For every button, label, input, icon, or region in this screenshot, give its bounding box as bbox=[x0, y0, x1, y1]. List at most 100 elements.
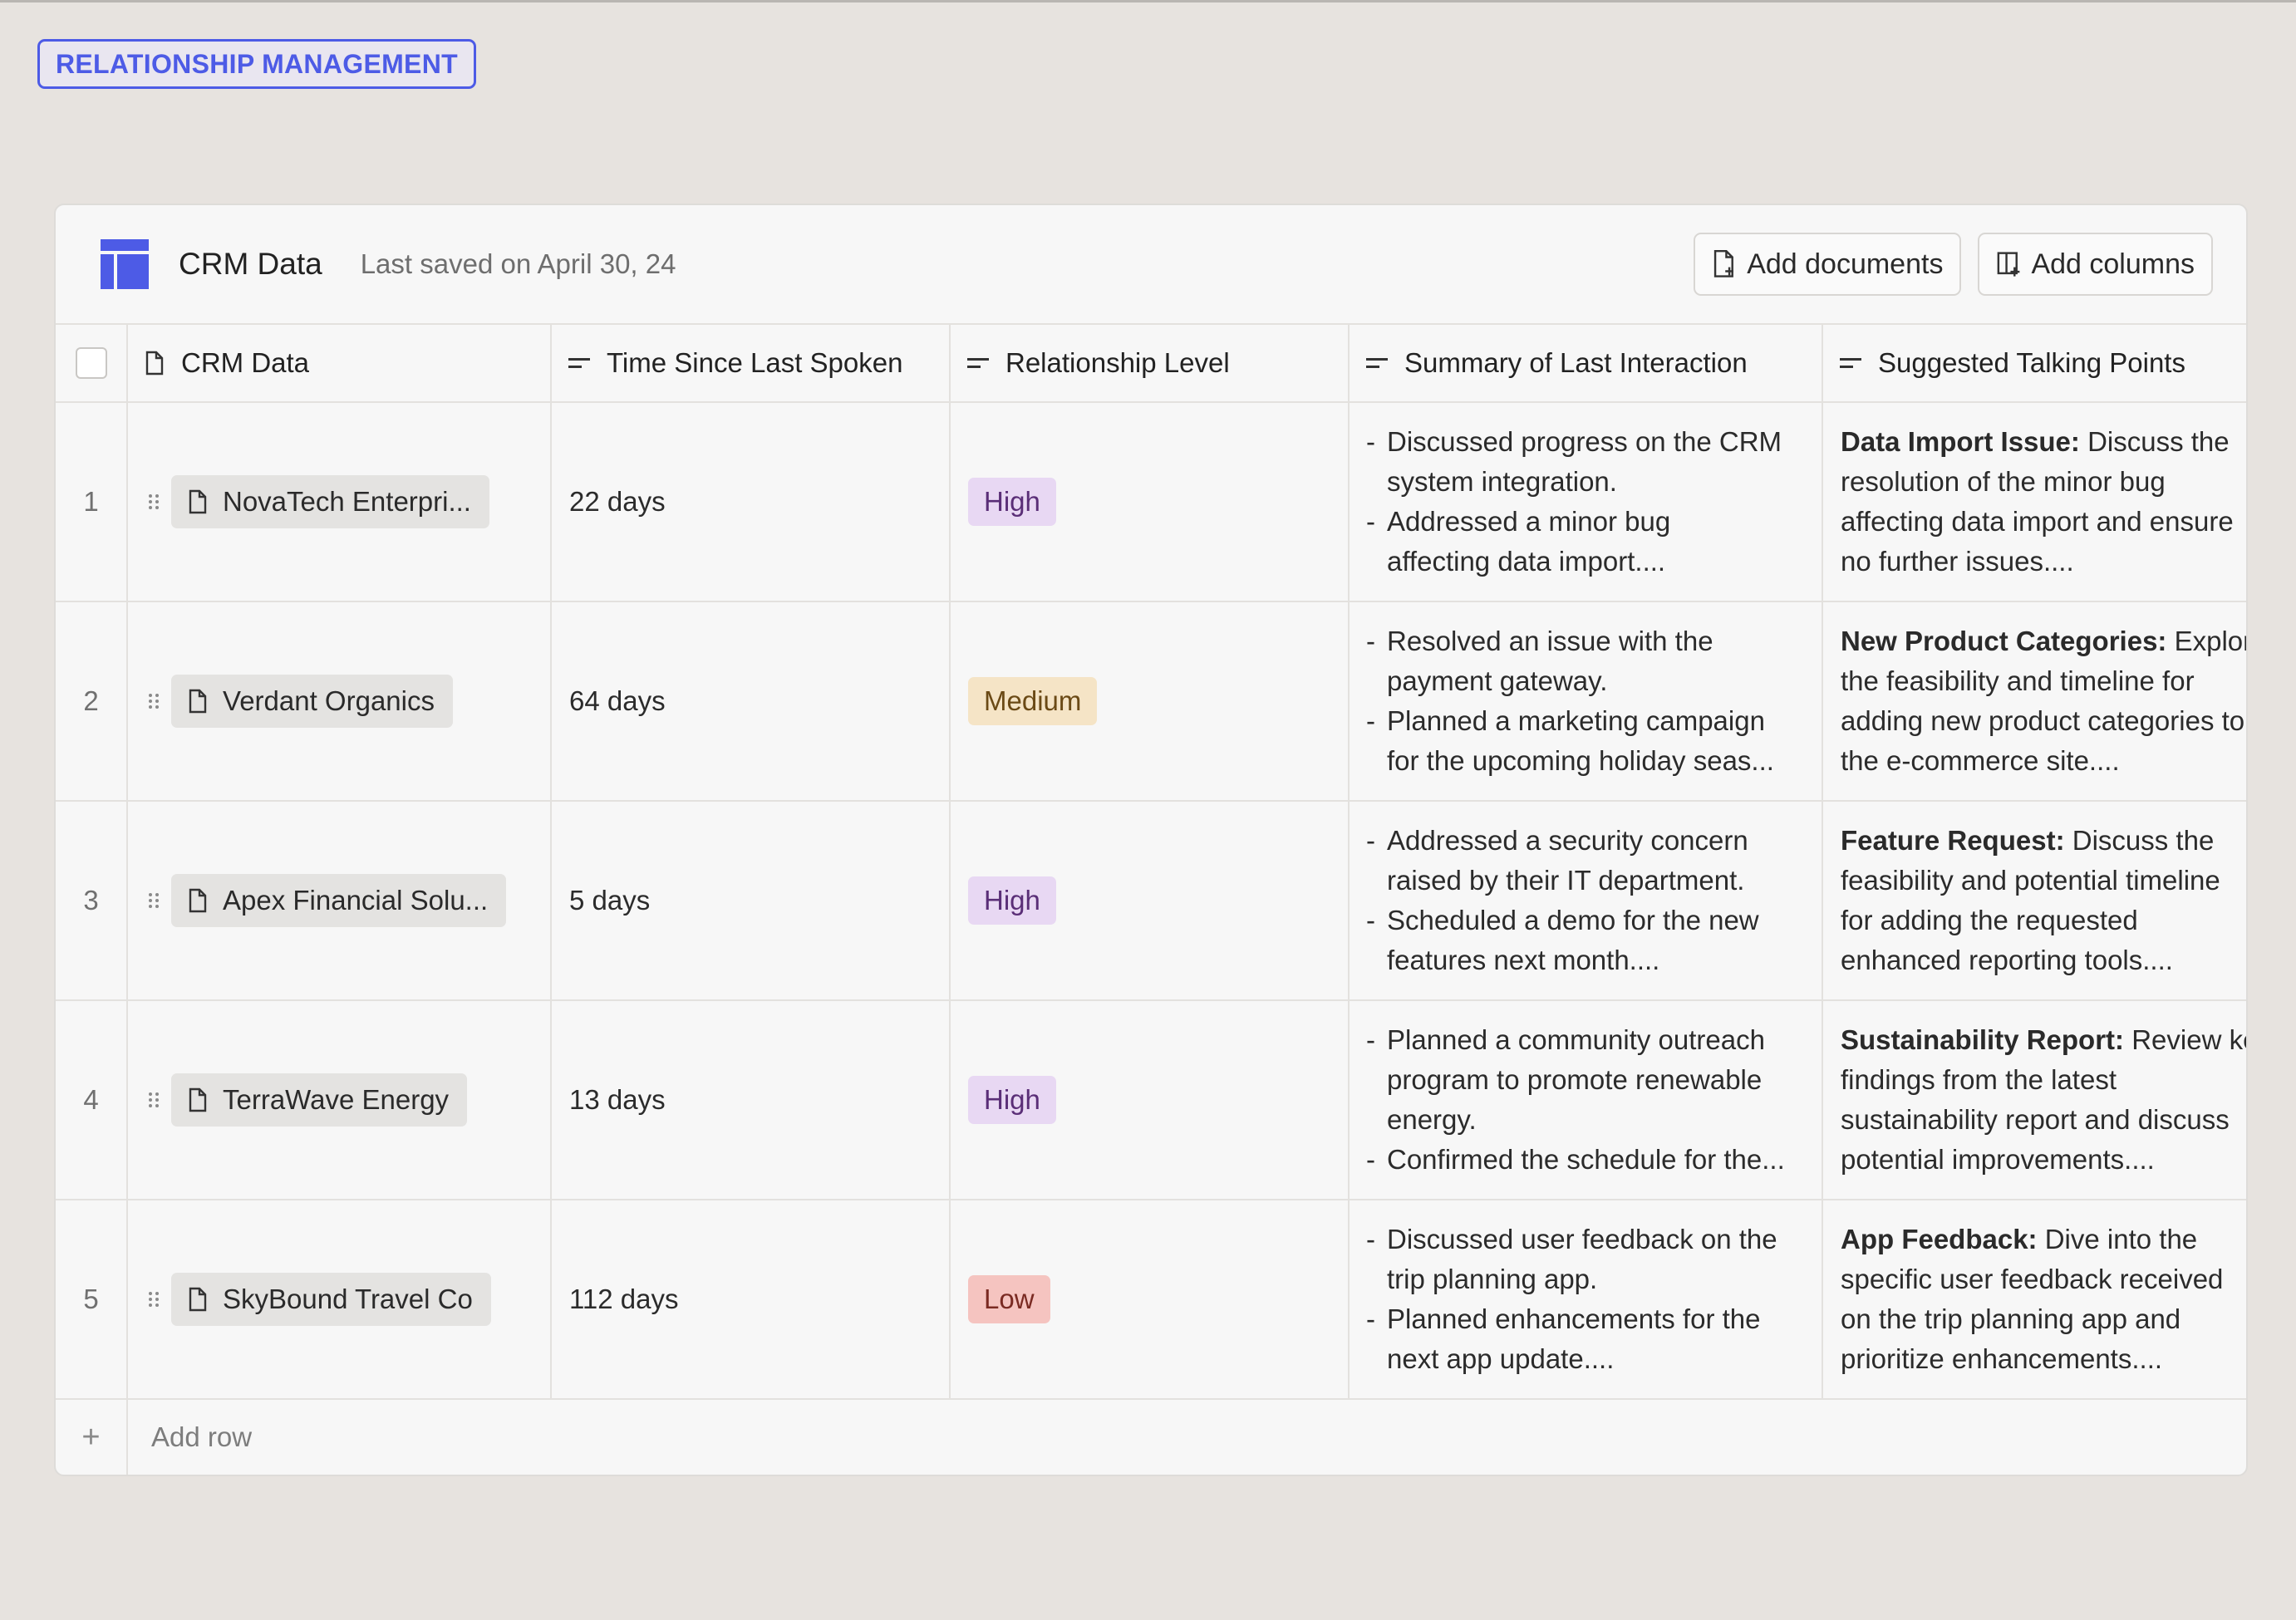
level-cell[interactable]: High bbox=[949, 999, 1350, 1200]
drag-handle-icon[interactable] bbox=[148, 892, 160, 909]
column-header-talking-points[interactable]: Suggested Talking Points bbox=[1822, 323, 2246, 403]
row-number: 4 bbox=[56, 999, 128, 1200]
add-documents-button[interactable]: Add documents bbox=[1694, 233, 1962, 296]
name-cell[interactable]: Verdant Organics bbox=[126, 601, 552, 802]
document-chip[interactable]: NovaTech Enterpri... bbox=[171, 475, 489, 528]
summary-cell[interactable]: - Planned a community outreach program to … bbox=[1348, 999, 1823, 1200]
text-column-icon bbox=[967, 356, 989, 370]
name-cell[interactable]: Apex Financial Solu... bbox=[126, 800, 552, 1001]
summary-line: affecting data import.... bbox=[1387, 546, 1666, 577]
summary-line: - Addressed a security concern bbox=[1366, 825, 1748, 856]
name-cell[interactable]: NovaTech Enterpri... bbox=[126, 401, 552, 602]
time-since-value: 13 days bbox=[569, 1084, 666, 1115]
column-header-name[interactable]: CRM Data bbox=[126, 323, 552, 403]
time-cell[interactable]: 13 days bbox=[550, 999, 951, 1200]
document-icon bbox=[189, 1087, 207, 1112]
summary-line: - Scheduled a demo for the new bbox=[1366, 905, 1759, 935]
column-header-time[interactable]: Time Since Last Spoken bbox=[550, 323, 951, 403]
talking-points-cell[interactable]: Data Import Issue: Discuss the resolution… bbox=[1822, 401, 2246, 602]
text-column-icon bbox=[568, 356, 590, 370]
talking-points-cell[interactable]: Feature Request: Discuss the feasibility … bbox=[1822, 800, 2246, 1001]
table-row[interactable]: 3 Apex Financial Solu... 5 days High bbox=[56, 800, 2246, 1001]
talking-point-line: adding new product categories to bbox=[1841, 705, 2245, 736]
level-cell[interactable]: Medium bbox=[949, 601, 1350, 802]
column-header-summary[interactable]: Summary of Last Interaction bbox=[1348, 323, 1823, 403]
document-icon bbox=[189, 689, 207, 714]
table-row[interactable]: 2 Verdant Organics 64 days Medium - Re bbox=[56, 601, 2246, 802]
add-row[interactable]: + Add row bbox=[56, 1398, 2246, 1475]
summary-cell[interactable]: - Addressed a security concern raised by t… bbox=[1348, 800, 1823, 1001]
column-header-level[interactable]: Relationship Level bbox=[949, 323, 1350, 403]
talking-points-cell[interactable]: App Feedback: Dive into the specific user… bbox=[1822, 1199, 2246, 1400]
summary-line: - Planned enhancements for the bbox=[1366, 1303, 1761, 1334]
drag-handle-icon[interactable] bbox=[148, 493, 160, 510]
plus-icon[interactable]: + bbox=[56, 1398, 128, 1475]
talking-point-line: affecting data import and ensure bbox=[1841, 506, 2234, 537]
summary-cell[interactable]: - Discussed user feedback on the trip plan… bbox=[1348, 1199, 1823, 1400]
text-column-icon bbox=[1366, 356, 1388, 370]
summary-line: - Planned a marketing campaign bbox=[1366, 705, 1765, 736]
select-all-checkbox[interactable] bbox=[75, 347, 107, 379]
time-cell[interactable]: 5 days bbox=[550, 800, 951, 1001]
relationship-level-badge: High bbox=[968, 876, 1056, 925]
row-number: 1 bbox=[56, 401, 128, 602]
row-number: 2 bbox=[56, 601, 128, 802]
talking-point-line: New Product Categories: Explore bbox=[1841, 626, 2246, 656]
time-since-value: 64 days bbox=[569, 685, 666, 716]
talking-point-line: potential improvements.... bbox=[1841, 1144, 2155, 1175]
summary-line: raised by their IT department. bbox=[1387, 865, 1745, 896]
talking-point-line: the feasibility and timeline for bbox=[1841, 665, 2195, 696]
table-row[interactable]: 4 TerraWave Energy 13 days High - Plan bbox=[56, 999, 2246, 1200]
crm-table-panel: CRM Data Last saved on April 30, 24 Add … bbox=[54, 204, 2248, 1476]
add-document-icon bbox=[1714, 250, 1734, 277]
table-title: CRM Data bbox=[179, 247, 322, 281]
level-cell[interactable]: High bbox=[949, 800, 1350, 1001]
drag-handle-icon[interactable] bbox=[148, 693, 160, 709]
level-cell[interactable]: High bbox=[949, 401, 1350, 602]
document-chip[interactable]: TerraWave Energy bbox=[171, 1073, 468, 1127]
relationship-level-badge: High bbox=[968, 1076, 1056, 1124]
document-chip[interactable]: Apex Financial Solu... bbox=[171, 874, 507, 927]
document-icon bbox=[189, 489, 207, 514]
summary-line: for the upcoming holiday seas... bbox=[1387, 745, 1774, 776]
summary-line: - Confirmed the schedule for the... bbox=[1366, 1144, 1785, 1175]
summary-cell[interactable]: - Resolved an issue with the payment gatew… bbox=[1348, 601, 1823, 802]
talking-point-line: specific user feedback received bbox=[1841, 1264, 2224, 1294]
summary-line: - Addressed a minor bug bbox=[1366, 506, 1671, 537]
talking-point-line: resolution of the minor bug bbox=[1841, 466, 2166, 497]
last-saved-text: Last saved on April 30, 24 bbox=[360, 248, 676, 279]
document-name: TerraWave Energy bbox=[223, 1084, 450, 1115]
talking-point-line: the e-commerce site.... bbox=[1841, 745, 2120, 776]
column-header-label: CRM Data bbox=[181, 347, 310, 378]
table-row[interactable]: 1 NovaTech Enterpri... 22 days High - bbox=[56, 401, 2246, 602]
talking-points-cell[interactable]: New Product Categories: Explore the feasi… bbox=[1822, 601, 2246, 802]
time-cell[interactable]: 64 days bbox=[550, 601, 951, 802]
name-cell[interactable]: TerraWave Energy bbox=[126, 999, 552, 1200]
document-icon bbox=[189, 1287, 207, 1312]
drag-handle-icon[interactable] bbox=[148, 1291, 160, 1308]
time-cell[interactable]: 22 days bbox=[550, 401, 951, 602]
add-row-label[interactable]: Add row bbox=[126, 1398, 2246, 1475]
time-cell[interactable]: 112 days bbox=[550, 1199, 951, 1400]
talking-points-cell[interactable]: Sustainability Report: Review key finding… bbox=[1822, 999, 2246, 1200]
summary-line: - Discussed progress on the CRM bbox=[1366, 426, 1782, 457]
row-number: 3 bbox=[56, 800, 128, 1001]
name-cell[interactable]: SkyBound Travel Co bbox=[126, 1199, 552, 1400]
talking-point-line: on the trip planning app and bbox=[1841, 1303, 2181, 1334]
table-row[interactable]: 5 SkyBound Travel Co 112 days Low - Di bbox=[56, 1199, 2246, 1400]
summary-line: payment gateway. bbox=[1387, 665, 1608, 696]
document-name: NovaTech Enterpri... bbox=[223, 486, 471, 517]
talking-point-topic: App Feedback: bbox=[1841, 1224, 2038, 1254]
document-chip[interactable]: Verdant Organics bbox=[171, 675, 453, 728]
summary-line: - Planned a community outreach bbox=[1366, 1024, 1765, 1055]
talking-point-line: Sustainability Report: Review key bbox=[1841, 1024, 2246, 1055]
document-icon bbox=[189, 888, 207, 913]
column-header-label: Suggested Talking Points bbox=[1878, 347, 2185, 378]
section-tag: RELATIONSHIP MANAGEMENT bbox=[37, 39, 476, 89]
talking-point-topic: Data Import Issue: bbox=[1841, 426, 2080, 457]
summary-cell[interactable]: - Discussed progress on the CRM system int… bbox=[1348, 401, 1823, 602]
drag-handle-icon[interactable] bbox=[148, 1092, 160, 1108]
add-columns-button[interactable]: Add columns bbox=[1978, 233, 2213, 296]
document-chip[interactable]: SkyBound Travel Co bbox=[171, 1273, 491, 1326]
level-cell[interactable]: Low bbox=[949, 1199, 1350, 1400]
